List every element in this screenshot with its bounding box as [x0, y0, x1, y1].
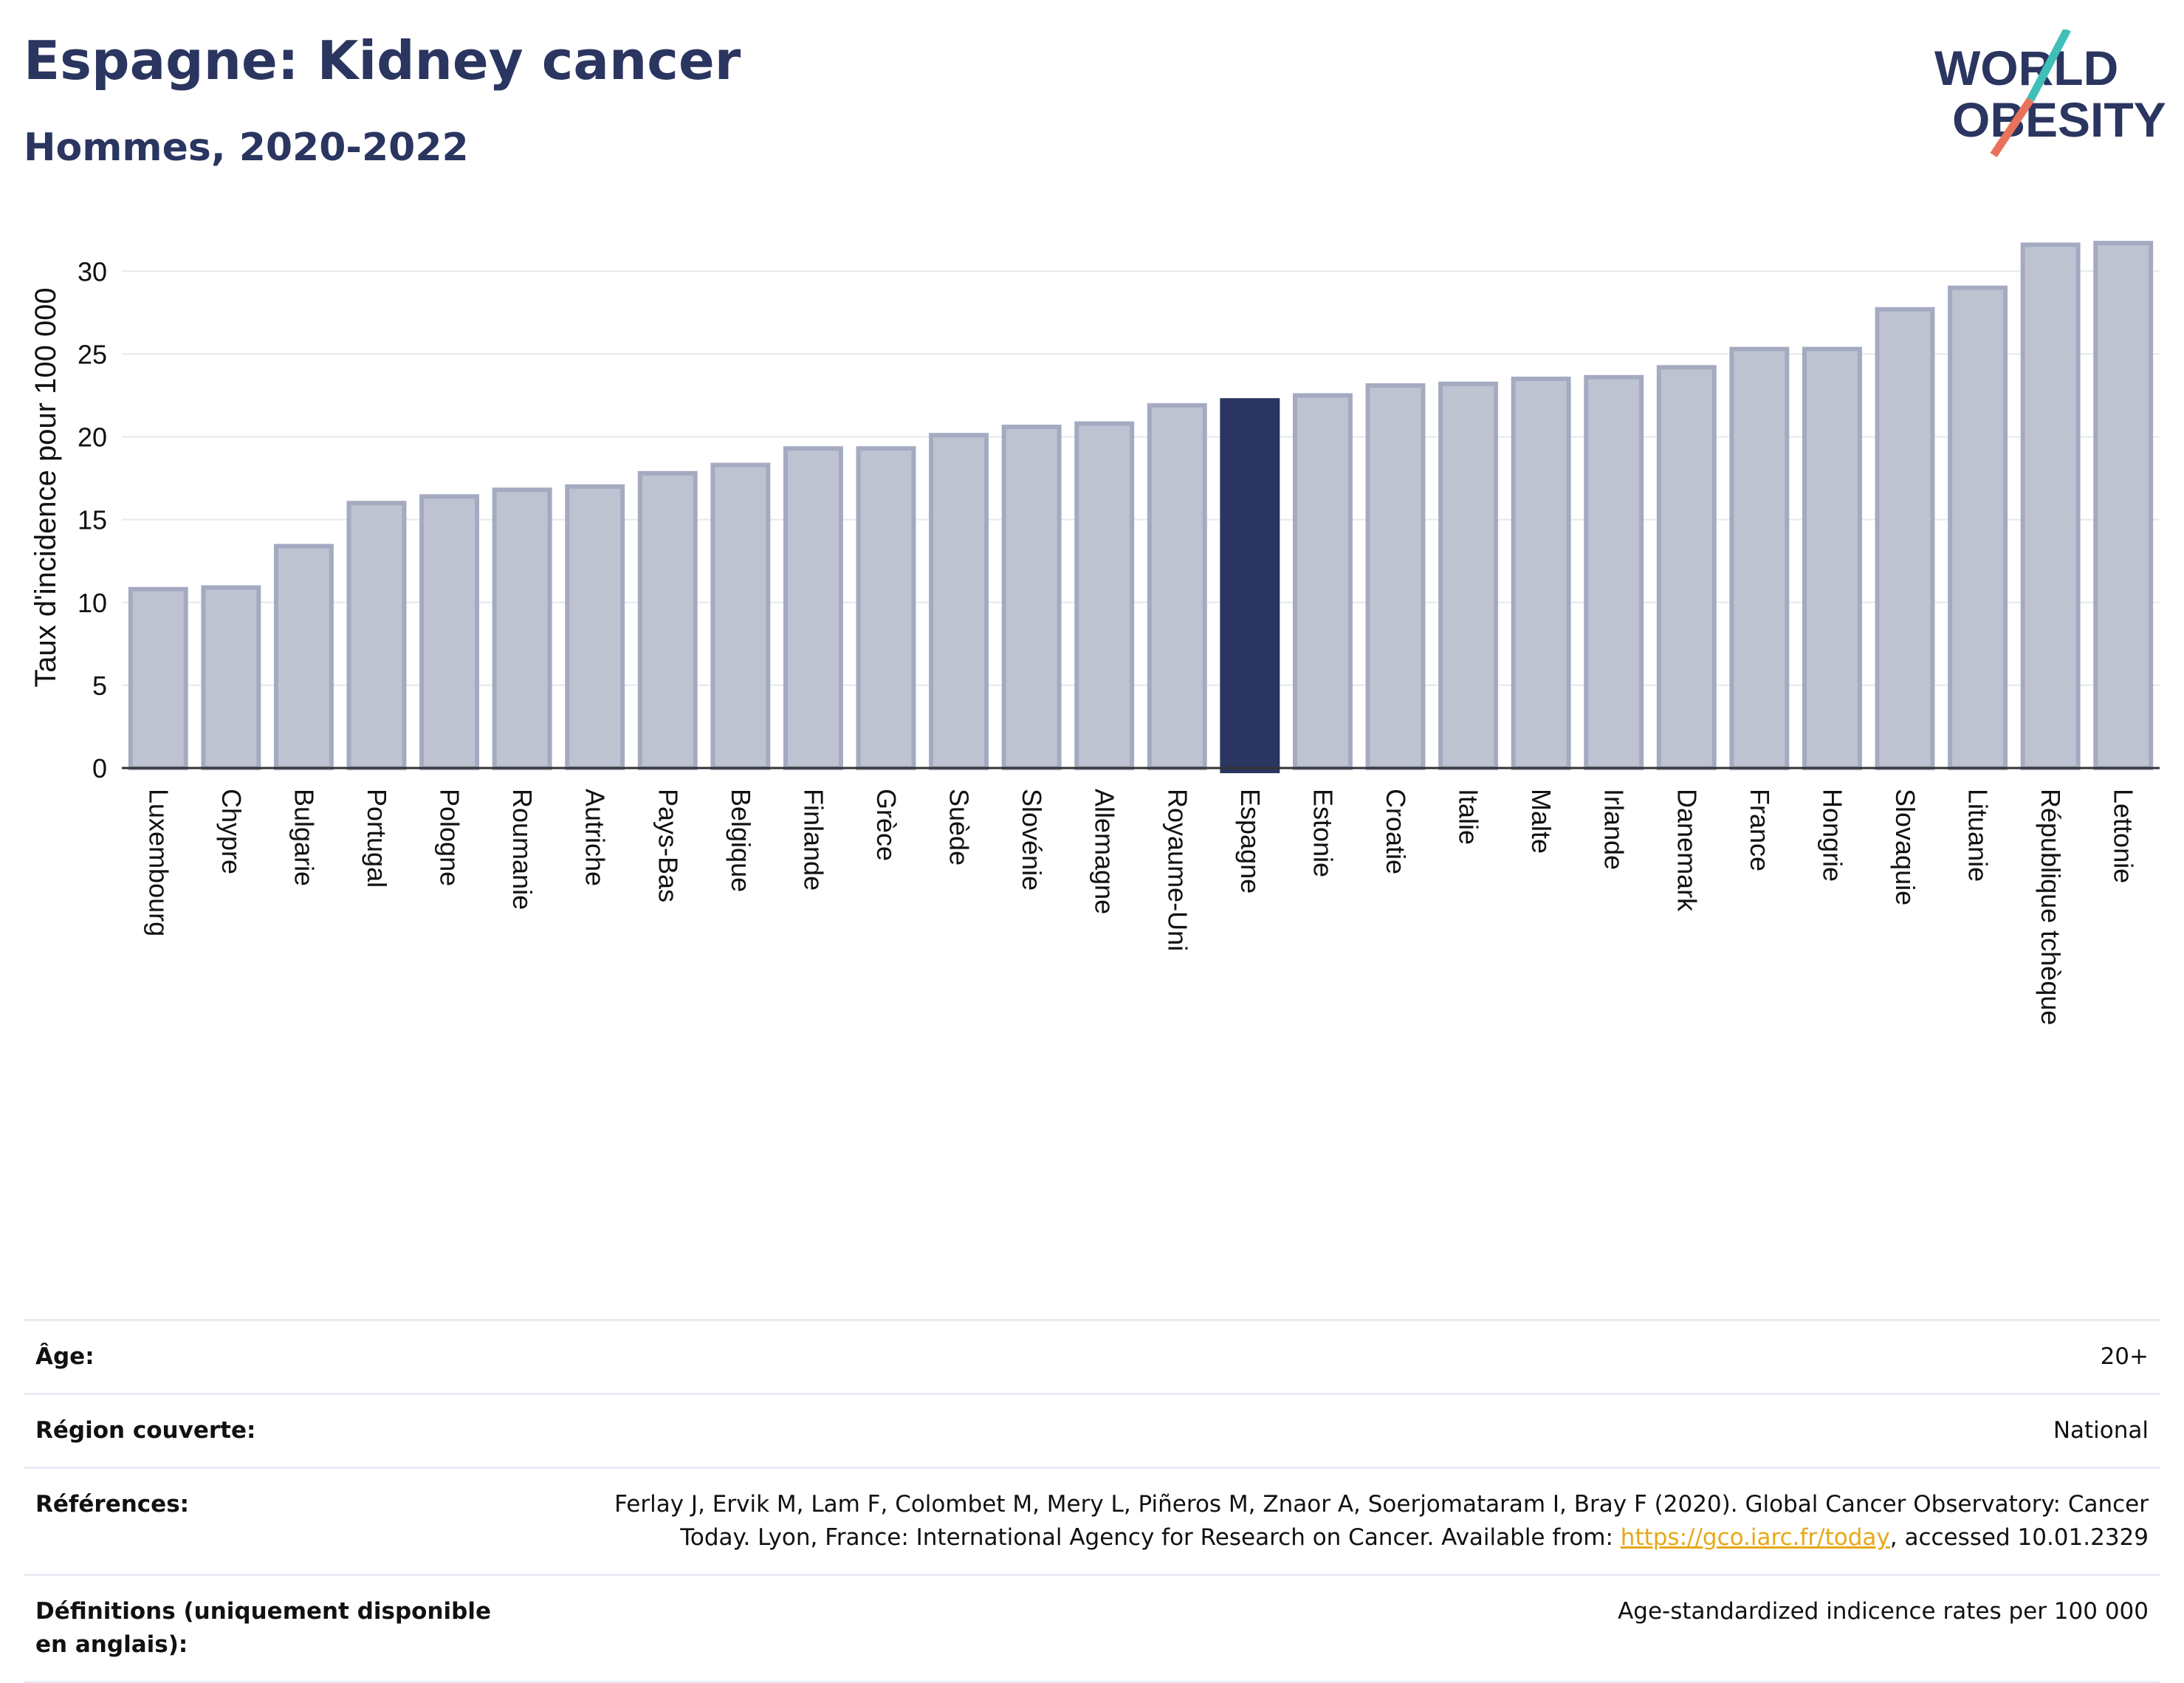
x-tick-label: Suède	[944, 789, 975, 866]
y-tick-label: 20	[78, 422, 107, 453]
reference-link[interactable]: https://gco.iarc.fr/today	[1620, 1523, 1890, 1551]
x-tick-label: Royaume-Uni	[1162, 789, 1192, 951]
bar-irlande[interactable]	[1584, 374, 1644, 770]
x-tick-label: Estonie	[1308, 789, 1338, 877]
reference-text: Ferlay J, Ervik M, Lam F, Colombet M, Me…	[614, 1490, 2149, 1551]
bar-slov-nie[interactable]	[1001, 425, 1062, 770]
meta-key: Références:	[35, 1490, 190, 1518]
bar-italie[interactable]	[1438, 381, 1499, 770]
bar-croatie[interactable]	[1365, 383, 1426, 770]
chart-subtitle: Hommes, 2020-2022	[24, 126, 469, 170]
logo-text-obesity: OBESITY	[1952, 92, 2166, 147]
x-tick-label: Allemagne	[1090, 789, 1120, 914]
x-tick-label: Portugal	[362, 789, 392, 888]
world-obesity-logo: WORLD OBESITY	[1934, 30, 2166, 158]
y-tick-label: 25	[78, 339, 107, 369]
y-axis-label: Taux d'incidence pour 100 000	[30, 287, 62, 687]
x-tick-label: Belgique	[726, 789, 756, 892]
bar-hongrie[interactable]	[1802, 346, 1862, 770]
bar-espagne[interactable]	[1220, 398, 1280, 773]
x-tick-label: Grèce	[871, 789, 902, 861]
x-tick-label: Bulgarie	[289, 789, 319, 886]
x-tick-label: Espagne	[1235, 789, 1266, 894]
x-tick-label: Slovénie	[1017, 789, 1047, 891]
bar-pays-bas[interactable]	[637, 470, 698, 771]
x-tick-label: Slovaquie	[1890, 789, 1920, 905]
meta-row-age: Âge: 20+	[24, 1320, 2160, 1394]
bar-royaume-uni[interactable]	[1147, 402, 1207, 771]
x-tick-label: Malte	[1526, 789, 1556, 854]
x-tick-label: Danemark	[1672, 789, 1702, 912]
bar-slovaquie[interactable]	[1875, 306, 1935, 770]
bar-autriche[interactable]	[565, 484, 625, 771]
x-tick-label: Lettonie	[2109, 789, 2139, 883]
x-tick-label: Finlande	[798, 789, 828, 891]
x-tick-label: République tchèque	[2036, 789, 2066, 1025]
meta-row-region: Région couverte: National	[24, 1394, 2160, 1467]
bar-allemagne[interactable]	[1074, 421, 1135, 770]
bar-france[interactable]	[1729, 346, 1790, 770]
logo-slash-red	[1990, 97, 2034, 158]
bar-chypre[interactable]	[201, 585, 261, 770]
y-tick-label: 0	[92, 753, 107, 784]
x-tick-label: Pologne	[435, 789, 465, 886]
y-tick-label: 30	[78, 256, 107, 287]
bar-luxembourg[interactable]	[128, 586, 188, 770]
meta-value-references: Ferlay J, Ervik M, Lam F, Colombet M, Me…	[535, 1467, 2160, 1574]
bar-bulgarie[interactable]	[273, 544, 334, 770]
x-tick-label: Italie	[1454, 789, 1484, 845]
y-tick-label: 5	[92, 671, 107, 701]
meta-value: National	[2053, 1416, 2149, 1444]
x-tick-label: Autriche	[580, 789, 611, 886]
x-tick-label: Luxembourg	[143, 789, 174, 936]
metadata-table: Âge: 20+ Région couverte: National Référ…	[24, 1319, 2160, 1683]
bar-estonie[interactable]	[1292, 393, 1353, 770]
bar-malte[interactable]	[1511, 377, 1571, 770]
bar-su-de[interactable]	[929, 433, 989, 770]
axes: 0 5 10 15 20 25 30 Luxembourg Chypre Bulgarie Port…	[78, 256, 2160, 1025]
x-tick-label: Pays-Bas	[653, 789, 683, 902]
logo-text-world: WORLD	[1934, 41, 2118, 95]
logo-slash-teal	[2027, 30, 2071, 102]
bar-gr-ce[interactable]	[856, 446, 916, 770]
x-tick-label: Irlande	[1599, 789, 1630, 870]
x-tick-label: Roumanie	[507, 789, 538, 910]
reference-suffix: , accessed 10.01.2329	[1889, 1523, 2149, 1551]
bar-pologne[interactable]	[419, 494, 480, 770]
y-tick-label: 10	[78, 588, 107, 618]
x-tick-label: Chypre	[216, 789, 247, 874]
bar-lituanie[interactable]	[1948, 285, 2008, 770]
bar-portugal[interactable]	[346, 501, 407, 770]
meta-row-references: Références: Ferlay J, Ervik M, Lam F, Co…	[24, 1467, 2160, 1574]
bar-lettonie[interactable]	[2093, 241, 2154, 771]
meta-key: Région couverte:	[35, 1416, 256, 1444]
x-tick-label: Lituanie	[1963, 789, 1994, 882]
meta-value: Age-standardized indicence rates per 100…	[1618, 1597, 2149, 1625]
chart-title: Espagne: Kidney cancer	[24, 30, 741, 92]
x-tick-label: France	[1745, 789, 1775, 871]
x-tick-label: Hongrie	[1817, 789, 1847, 882]
meta-key: Définitions (uniquement disponible en an…	[35, 1597, 492, 1658]
bar-r-publique-tch-que[interactable]	[2020, 242, 2081, 771]
meta-value: 20+	[2100, 1343, 2149, 1370]
meta-key: Âge:	[35, 1343, 95, 1370]
bar-danemark[interactable]	[1656, 365, 1717, 771]
x-tick-label: Croatie	[1381, 789, 1411, 874]
y-tick-label: 15	[78, 505, 107, 535]
bar-belgique[interactable]	[710, 462, 771, 770]
bars	[128, 241, 2154, 773]
bar-chart: 0 5 10 15 20 25 30 Luxembourg Chypre Bulgarie Port…	[30, 241, 2160, 1025]
meta-row-definitions: Définitions (uniquement disponible en an…	[24, 1574, 2160, 1682]
bar-finlande[interactable]	[783, 446, 843, 770]
bar-roumanie[interactable]	[492, 487, 552, 770]
